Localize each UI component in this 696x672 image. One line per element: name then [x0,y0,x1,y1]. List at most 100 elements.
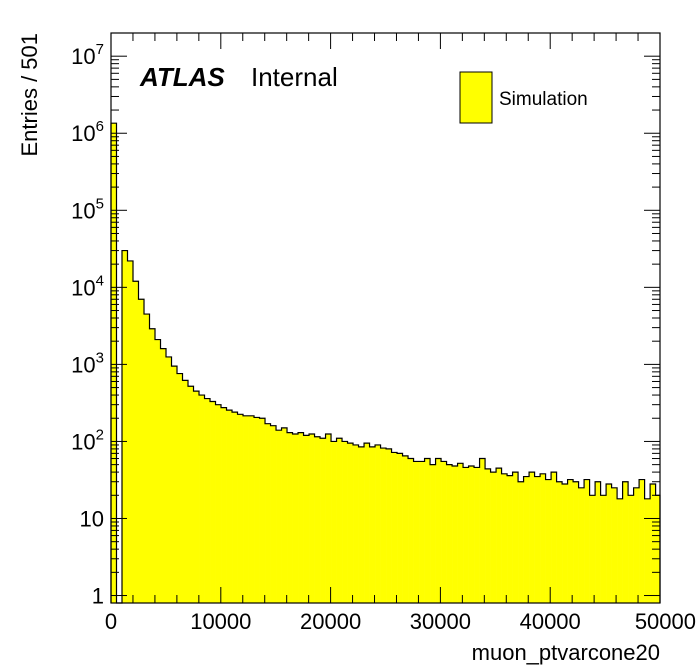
legend-swatch [459,71,493,124]
histogram-bar [534,476,541,603]
y-tick-label: 106 [71,118,104,146]
histogram-bar [386,448,392,603]
histogram-bar [424,458,431,603]
histogram-bar [650,484,656,603]
y-tick-label: 10 [80,507,104,532]
histogram-bar [397,453,403,603]
histogram-bar [320,438,326,603]
x-tick-label: 0 [105,609,117,634]
histogram-bar [232,412,238,603]
histogram-bar [501,473,508,603]
y-tick-label: 103 [71,349,104,377]
histogram-bar [490,472,497,603]
histogram-bar [540,473,546,603]
histogram-bar [457,463,464,603]
x-tick-label: 50000 [635,609,696,634]
histogram-bar [193,391,200,603]
histogram-bar [276,430,282,603]
histogram-bar [166,356,172,603]
histogram-bar [628,495,634,603]
y-tick-label: 107 [71,41,104,69]
histogram-bar [606,484,612,603]
histogram-bar [254,417,260,603]
histogram-bar [353,444,359,603]
histogram-bar [452,466,458,603]
histogram-bar [144,314,150,603]
histogram-bar [221,407,227,603]
histogram-bar [633,487,640,603]
x-tick-labels: 0 10000 20000 30000 40000 50000 [105,609,696,634]
histogram-bar [314,436,321,603]
histogram-bar [545,479,552,603]
histogram-bar [171,366,178,603]
histogram-bar [138,299,145,603]
histogram-bar [111,123,117,603]
histogram-bar [446,464,453,603]
histogram-bar [149,328,156,603]
histogram-bar [160,348,167,603]
histogram-bar [573,481,579,603]
histogram-bars [111,123,661,603]
histogram-bar [369,446,376,603]
histogram-bar [182,380,189,603]
histogram-bar [595,481,601,603]
histogram-bar [474,467,480,603]
histogram-bar [584,479,590,603]
histogram-bar [479,458,486,603]
histogram-bar [430,464,436,603]
histogram-bar [611,487,618,603]
histogram-bar [248,415,255,603]
atlas-label: ATLAS [139,62,225,92]
histogram-bar [226,410,233,603]
legend-label-simulation: Simulation [499,89,588,110]
histogram-bar [347,443,354,603]
histogram-bar [523,476,530,603]
internal-label: Internal [251,62,338,92]
histogram-bar [265,423,271,603]
x-tick-label: 20000 [300,609,361,634]
histogram-bar [562,484,568,603]
histogram-bar [199,395,205,603]
histogram-bar [639,479,645,603]
y-tick-label: 105 [71,195,104,223]
histogram-bar [336,438,343,603]
histogram-bar [496,468,502,603]
histogram-bar [188,386,194,603]
x-axis-title: muon_ptvarcone20 [472,640,660,665]
histogram-bar [155,339,161,603]
histogram-bar [622,481,629,603]
histogram-bar [463,467,469,603]
histogram-bar [237,414,244,603]
histogram-bar [468,466,475,603]
y-tick-label: 104 [71,272,104,300]
histogram-bar [204,398,211,603]
histogram-bar [325,433,332,603]
histogram-bar [380,448,387,603]
histogram-bar [215,404,222,603]
histogram-bar [578,487,585,603]
y-axis-title: Entries / 501 [17,33,42,157]
histogram-bar [243,415,249,603]
histogram-bar [287,432,293,603]
histogram-bar [551,472,557,603]
histogram-bar [518,481,524,603]
histogram-bar [177,373,183,603]
histogram-bar [391,452,398,603]
histogram-bar [507,475,513,603]
histogram-bar [408,458,414,603]
histogram-bar [644,498,651,603]
histogram-bar [556,481,563,603]
histogram-bar [375,444,381,603]
histogram-bar [292,433,299,603]
histogram-bar [441,461,447,603]
histogram-bar [303,435,310,603]
histogram-bar [589,495,596,603]
histogram-outline [110,122,661,604]
histogram-bar [358,446,365,603]
histogram-bar [259,418,266,603]
y-tick-label: 1 [92,584,104,609]
x-tick-label: 40000 [520,609,581,634]
x-tick-label: 10000 [190,609,251,634]
histogram-bar [413,461,420,603]
